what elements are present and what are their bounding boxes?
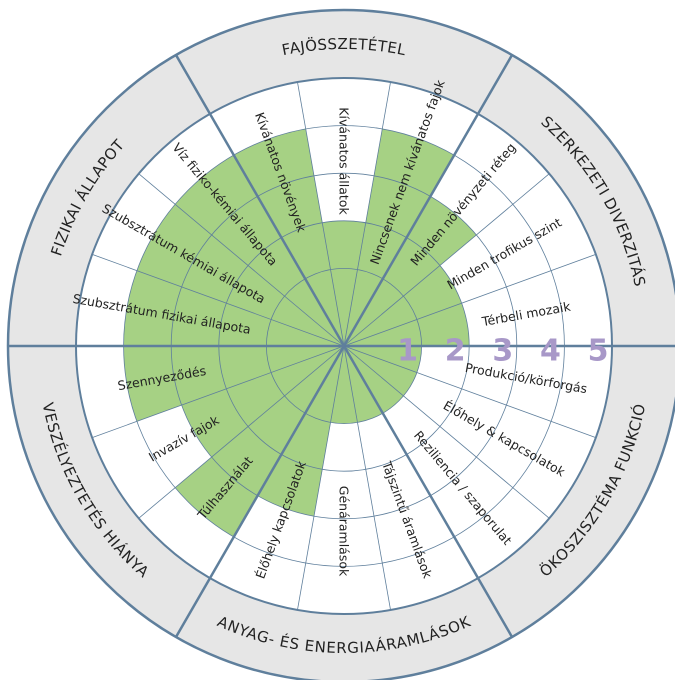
- category-label: Génáramlások: [337, 486, 352, 577]
- group-separator: [342, 54, 514, 347]
- spoke: [138, 173, 345, 347]
- spoke: [343, 253, 596, 347]
- spoke: [297, 82, 345, 347]
- category-label: Kívánatos állatok: [337, 107, 352, 215]
- bar-wedge: [233, 128, 344, 346]
- bar-wedge: [175, 155, 344, 346]
- spoke: [297, 345, 345, 610]
- spoke: [343, 345, 391, 610]
- spoke: [343, 82, 391, 347]
- ring-label: 2: [445, 334, 466, 369]
- bar-wedge: [344, 346, 404, 414]
- bar-wedge: [330, 346, 358, 424]
- spoke: [343, 345, 550, 519]
- group-separator: [174, 345, 346, 638]
- bar-wedge: [344, 346, 422, 373]
- bar-wedge: [175, 346, 344, 537]
- bar-wedge: [344, 128, 455, 346]
- ring-label: 4: [540, 334, 561, 369]
- ring-label: 3: [492, 334, 513, 369]
- bar-wedge: [257, 346, 344, 517]
- bar-wedge: [181, 346, 344, 458]
- ring-label: 1: [397, 334, 418, 369]
- bar-wedge: [344, 196, 477, 346]
- ring-label: 5: [588, 334, 609, 369]
- group-separator: [174, 54, 346, 347]
- bar-wedge: [344, 303, 470, 346]
- bar-wedge: [123, 346, 344, 422]
- spoke: [343, 345, 596, 439]
- spoke: [138, 345, 345, 519]
- spoke: [92, 345, 345, 439]
- bar-wedge: [344, 265, 462, 346]
- group-separator: [342, 345, 514, 638]
- bar-wedge: [123, 270, 344, 346]
- bar-wedge: [344, 346, 417, 396]
- bar-wedge: [322, 220, 366, 346]
- spoke: [92, 253, 345, 347]
- spoke: [343, 173, 550, 347]
